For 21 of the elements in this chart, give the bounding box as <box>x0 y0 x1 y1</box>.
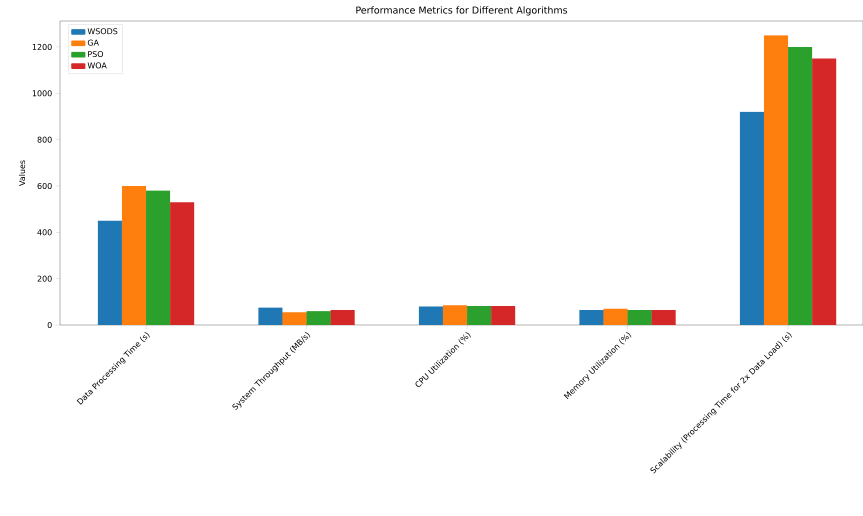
bar <box>491 306 516 325</box>
bar <box>122 186 146 325</box>
bar <box>146 190 170 325</box>
bar <box>579 310 604 325</box>
bar <box>812 58 836 325</box>
bar <box>282 312 307 325</box>
bar <box>764 35 788 325</box>
bar <box>740 112 764 325</box>
bar <box>258 308 282 325</box>
bar <box>467 306 492 325</box>
bar <box>330 310 355 325</box>
bar <box>442 305 468 325</box>
chart-title: Performance Metrics for Different Algorithms <box>356 6 568 16</box>
bar <box>652 310 676 325</box>
bar <box>788 46 812 325</box>
bar <box>98 220 122 325</box>
bar <box>603 308 628 325</box>
bar <box>628 310 652 325</box>
bar <box>418 306 443 325</box>
bar <box>170 202 194 325</box>
bar <box>306 311 331 325</box>
